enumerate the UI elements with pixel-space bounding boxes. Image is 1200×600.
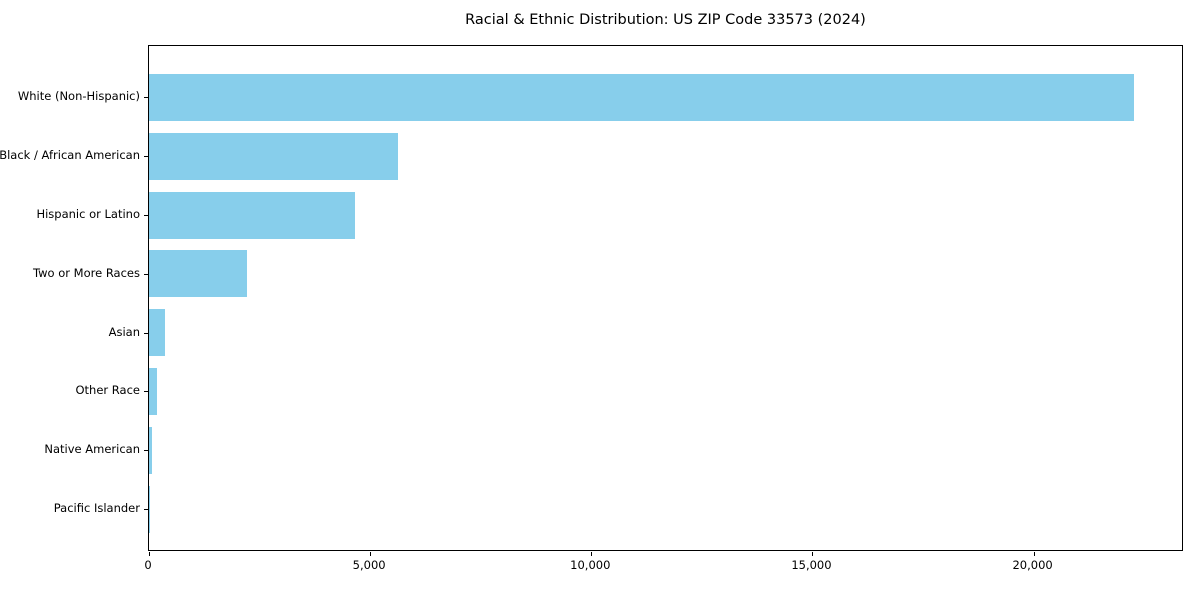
y-tick-label-white-non-hispanic: White (Non-Hispanic) [17,89,140,104]
y-tick-mark [144,509,148,510]
y-tick-mark [144,391,148,393]
bar-black-african-american [149,132,399,180]
y-tick-label-asian: Asian [108,324,140,339]
x-tick-mark [591,552,593,556]
x-tick-label-5000: 5,000 [352,558,386,572]
x-tick-label-15000: 15,000 [791,558,832,572]
y-tick-label-two-or-more-races: Two or More Races [33,265,140,280]
bar-other-race [149,367,157,415]
y-tick-label-black-african-american: Black / African American [0,148,140,163]
y-tick-mark [144,156,148,158]
bar-asian [149,309,165,357]
chart-title: Racial & Ethnic Distribution: US ZIP Cod… [465,12,866,28]
y-tick-mark [144,332,148,334]
x-tick-mark [149,552,150,556]
y-tick-mark [144,215,148,216]
x-tick-label-10000: 10,000 [570,558,611,572]
y-tick-label-hispanic-or-latino: Hispanic or Latino [36,207,140,221]
y-tick-mark [144,273,148,275]
y-tick-label-pacific-islander: Pacific Islander [53,501,140,515]
bar-two-or-more-races [149,250,248,298]
bar-hispanic-or-latino [149,191,356,239]
x-tick-label-20000: 20,000 [1012,558,1053,572]
x-tick-mark [1033,552,1035,556]
bar-native-american [149,426,153,474]
x-tick-mark [812,552,814,556]
y-tick-mark [144,450,148,452]
y-tick-mark [144,97,148,99]
bar-pacific-islander [149,485,150,533]
y-tick-label-other-race: Other Race [75,383,141,398]
x-tick-mark [370,552,372,556]
plot-area [144,45,1183,556]
bar-white-non-hispanic [149,73,1135,121]
x-tick-label-0: 0 [144,558,152,572]
y-tick-label-native-american: Native American [44,442,140,457]
